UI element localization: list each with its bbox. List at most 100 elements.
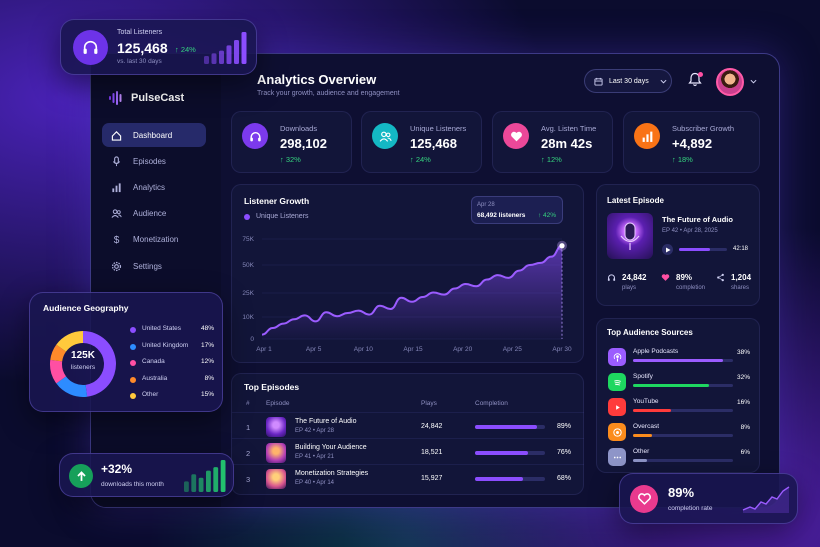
x-tick-label: Apr 5: [306, 346, 322, 353]
donut-slice-united-kingdom[interactable]: [56, 376, 88, 397]
date-range-select[interactable]: Last 30 days: [584, 69, 672, 93]
geo-legend-item: Canada 12%: [130, 358, 214, 368]
headphones-icon: [249, 131, 261, 141]
donut-slice-other[interactable]: [56, 331, 83, 352]
sidebar-item-label: Episodes: [133, 156, 166, 166]
tooltip-date: Apr 28: [477, 202, 495, 208]
x-tick-label: Apr 15: [403, 346, 423, 353]
row-title: Building Your Audience: [295, 444, 367, 451]
total-listeners-label: Total Listeners: [117, 29, 163, 36]
row-title: The Future of Audio: [295, 418, 357, 425]
microphone-icon: [112, 155, 121, 166]
donut-slice-australia[interactable]: [50, 344, 67, 362]
row-meta: EP 40 • Apr 14: [295, 480, 335, 486]
kpi-card-avg-listen-time[interactable]: Avg. Listen Time 28m 42s ↑ 12%: [492, 111, 613, 173]
kpi-label: Unique Listeners: [410, 124, 467, 133]
row-completion: 76%: [557, 449, 572, 456]
sidebar-item-label: Audience: [133, 208, 167, 218]
source-logo: [608, 373, 626, 391]
kpi-change: ↑ 24%: [410, 155, 431, 164]
source-spotify[interactable]: Spotify 32%: [597, 371, 761, 395]
sidebar-item-episodes[interactable]: Episodes: [102, 149, 206, 173]
source-logo: [608, 448, 626, 466]
source-value: 6%: [740, 449, 750, 456]
episode-progress-track[interactable]: [679, 248, 727, 251]
episode-cover[interactable]: [607, 213, 653, 259]
account-chevron-icon[interactable]: [750, 78, 757, 85]
y-tick-label: 75K: [242, 236, 254, 243]
sidebar-item-audience[interactable]: Audience: [102, 201, 206, 225]
play-icon: [665, 247, 670, 252]
total-listeners-card: Total Listeners 125,468 ↑ 24% vs. last 3…: [60, 19, 257, 75]
episode-title: The Future of Audio: [662, 215, 733, 224]
geo-legend-item: Australia 8%: [130, 375, 214, 385]
total-listeners-icon-wrap: [73, 30, 108, 65]
table-row[interactable]: 1 The Future of Audio EP 42 • Apr 28 24,842…: [232, 412, 584, 438]
top-episodes-panel: Top Episodes # Episode Plays Completion …: [231, 373, 584, 495]
source-value: 38%: [736, 349, 750, 356]
spark-bar: [226, 45, 232, 64]
sidebar-item-analytics[interactable]: Analytics: [102, 175, 206, 199]
table-row[interactable]: 3 Monetization Strategies EP 40 • Apr 14 15…: [232, 464, 584, 490]
spark-bar: [213, 467, 219, 492]
col-completion[interactable]: Completion: [475, 400, 508, 407]
sidebar-item-dashboard[interactable]: Dashboard: [102, 123, 206, 147]
kpi-icon-wrap: [372, 123, 398, 149]
x-tick-label: Apr 20: [453, 346, 473, 353]
users-icon: [111, 208, 122, 218]
completion-card-value: 89%: [668, 485, 695, 500]
geo-heading: Audience Geography: [43, 303, 129, 313]
x-tick-label: Apr 25: [503, 346, 523, 353]
source-logo: [608, 423, 626, 441]
sidebar-item-label: Settings: [133, 261, 162, 271]
x-tick-label: Apr 30: [552, 346, 572, 353]
source-other[interactable]: Other 6%: [597, 446, 761, 470]
notification-button[interactable]: [688, 72, 704, 88]
hover-point[interactable]: [559, 243, 565, 249]
geo-country: United States: [142, 325, 182, 332]
col-plays[interactable]: Plays: [421, 400, 437, 407]
geo-value: 17%: [200, 341, 214, 349]
kpi-icon-wrap: [634, 123, 660, 149]
source-apple-podcasts[interactable]: Apple Podcasts 38%: [597, 346, 761, 370]
source-name: Spotify: [633, 373, 653, 380]
source-overcast[interactable]: Overcast 8%: [597, 421, 761, 445]
kpi-label: Avg. Listen Time: [541, 124, 597, 133]
kpi-card-subscriber-growth[interactable]: Subscriber Growth +4,892 ↑ 18%: [623, 111, 760, 173]
user-avatar[interactable]: [716, 68, 744, 96]
source-value: 32%: [736, 374, 750, 381]
page-title: Analytics Overview: [257, 72, 377, 87]
episode-thumbnail: [266, 443, 286, 463]
sound-wave-icon: [109, 91, 122, 105]
row-number: 2: [246, 449, 251, 458]
donut-slice-united-states[interactable]: [83, 331, 117, 397]
episode-progress-fill: [679, 248, 711, 251]
completion-card-label: completion rate: [668, 505, 713, 512]
geo-center-label: listeners: [70, 364, 96, 371]
completion-bar: [475, 477, 545, 481]
play-button[interactable]: [662, 244, 673, 255]
listener-growth-panel: Listener Growth Unique Listeners Apr 28 …: [231, 184, 584, 363]
sidebar-item-monetization[interactable]: $ Monetization: [102, 227, 206, 251]
table-row[interactable]: 2 Building Your Audience EP 41 • Apr 21 18,…: [232, 438, 584, 464]
source-name: YouTube: [633, 398, 659, 405]
sidebar-item-settings[interactable]: Settings: [102, 254, 206, 278]
x-tick-label: Apr 10: [354, 346, 374, 353]
kpi-card-unique-listeners[interactable]: Unique Listeners 125,468 ↑ 24%: [361, 111, 482, 173]
episode-stat-completion: 89% completion: [661, 273, 705, 291]
col-episode[interactable]: Episode: [266, 400, 290, 407]
geo-value: 12%: [200, 358, 214, 365]
geo-legend-item: Other 15%: [130, 391, 214, 401]
donut-slice-canada[interactable]: [50, 359, 67, 384]
source-youtube[interactable]: YouTube 16%: [597, 396, 761, 420]
geo-swatch: [130, 343, 136, 350]
kpi-card-downloads[interactable]: Downloads 298,102 ↑ 32%: [231, 111, 352, 173]
audience-geography-card: Audience Geography 125K listeners: [29, 292, 223, 412]
completion-heart-wrap: [630, 485, 658, 513]
bell-icon: [688, 72, 702, 87]
completion-rate-card: 89% completion rate: [619, 473, 798, 524]
spark-bar: [198, 477, 204, 492]
calendar-icon: [594, 77, 603, 86]
total-listeners-caption: vs. last 30 days: [117, 58, 162, 65]
episode-thumbnail: [266, 417, 286, 437]
